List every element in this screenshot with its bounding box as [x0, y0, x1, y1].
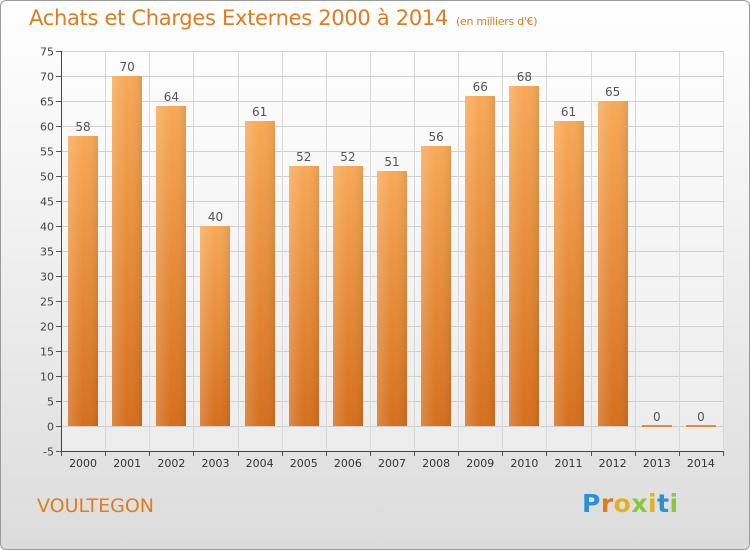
- logo-letter: i: [648, 489, 658, 518]
- x-tick-label-2014: 2014: [687, 457, 715, 470]
- commune-name: VOULTEGON: [37, 495, 154, 517]
- bar-shade-2007: [377, 171, 407, 426]
- x-tick-label-2004: 2004: [246, 457, 274, 470]
- bar-layer: [68, 76, 716, 427]
- chart-title: Achats et Charges Externes 2000 à 2014 (e…: [29, 6, 538, 30]
- y-tick-label: 5: [47, 396, 54, 409]
- bar-shade-2006: [333, 166, 363, 426]
- bar-shade-2001: [112, 76, 142, 426]
- logo-letter: t: [657, 489, 670, 518]
- x-tick-label-2005: 2005: [290, 457, 318, 470]
- y-tick-label: 60: [40, 121, 54, 134]
- y-tick-label: 55: [40, 146, 54, 159]
- x-tick-label-2006: 2006: [334, 457, 362, 470]
- x-tick-label-2003: 2003: [201, 457, 229, 470]
- proxiti-logo: Proxiti: [582, 489, 679, 518]
- value-label-2005: 52: [296, 150, 311, 164]
- logo-letter: o: [613, 489, 632, 518]
- y-tick-label: 70: [40, 71, 54, 84]
- logo-letter: x: [631, 489, 648, 518]
- y-tick-label: 20: [40, 321, 54, 334]
- x-tick-label-2012: 2012: [599, 457, 627, 470]
- bar-shade-2005: [289, 166, 319, 426]
- data-label-layer: 58 70 64 40 61 52 52 51 56 66 68 61 65 0 0: [75, 60, 704, 424]
- y-tick-label: 30: [40, 271, 54, 284]
- value-label-2012: 65: [605, 85, 620, 99]
- y-tick-label: -5: [43, 446, 54, 459]
- x-tick-label-2008: 2008: [422, 457, 450, 470]
- value-label-2001: 70: [120, 60, 135, 74]
- bar-shade-2002: [156, 106, 186, 426]
- value-label-2014: 0: [697, 410, 705, 424]
- x-tick-label-2000: 2000: [69, 457, 97, 470]
- x-tick-label-2010: 2010: [510, 457, 538, 470]
- x-tick-label-2002: 2002: [157, 457, 185, 470]
- x-tick-label-2007: 2007: [378, 457, 406, 470]
- y-tick-label: 15: [40, 346, 54, 359]
- value-label-2008: 56: [428, 130, 443, 144]
- value-label-2006: 52: [340, 150, 355, 164]
- bar-shade-2010: [509, 86, 539, 426]
- x-tick-label-2013: 2013: [643, 457, 671, 470]
- value-label-2011: 61: [561, 105, 576, 119]
- value-label-2009: 66: [473, 80, 488, 94]
- y-tick-label: 0: [47, 421, 54, 434]
- x-tick-label-2009: 2009: [466, 457, 494, 470]
- bar-shade-2003: [200, 226, 230, 426]
- value-label-2003: 40: [208, 210, 223, 224]
- bar-shade-2011: [554, 121, 584, 426]
- bar-shade-2000: [68, 136, 98, 426]
- y-tick-label: 25: [40, 296, 54, 309]
- value-label-2002: 64: [164, 90, 179, 104]
- value-label-2013: 0: [653, 410, 661, 424]
- bar-shade-2012: [598, 101, 628, 426]
- chart-subtitle: (en milliers d'€): [456, 15, 538, 28]
- y-tick-label: 75: [40, 46, 54, 59]
- y-tick-label: 40: [40, 221, 54, 234]
- y-tick-label: 45: [40, 196, 54, 209]
- y-tick-label: 10: [40, 371, 54, 384]
- x-tick-label-2001: 2001: [113, 457, 141, 470]
- bar-2013: [642, 425, 672, 427]
- value-label-2010: 68: [517, 70, 532, 84]
- bar-shade-2008: [421, 146, 451, 426]
- value-label-2000: 58: [75, 120, 90, 134]
- bar-2014: [686, 425, 716, 427]
- chart-title-text: Achats et Charges Externes 2000 à 2014: [29, 6, 449, 30]
- y-tick-label: 35: [40, 246, 54, 259]
- value-label-2004: 61: [252, 105, 267, 119]
- logo-letter: P: [582, 489, 601, 518]
- logo-letter: r: [600, 489, 614, 518]
- bar-shade-2009: [465, 96, 495, 426]
- y-tick-label: 65: [40, 96, 54, 109]
- x-tick-label-2011: 2011: [555, 457, 583, 470]
- bar-shade-2004: [245, 121, 275, 426]
- y-tick-label: 50: [40, 171, 54, 184]
- logo-letter: i: [669, 489, 679, 518]
- value-label-2007: 51: [384, 155, 399, 169]
